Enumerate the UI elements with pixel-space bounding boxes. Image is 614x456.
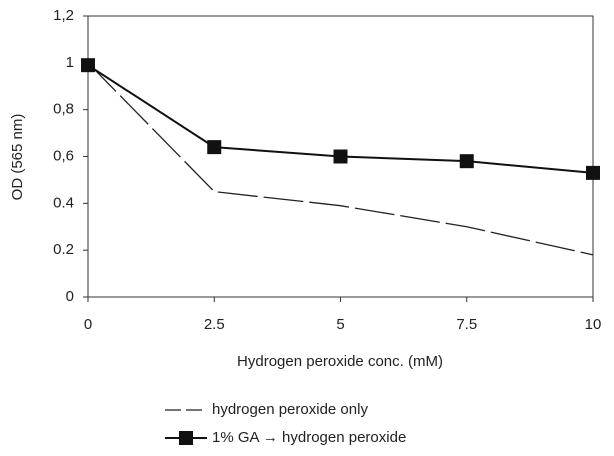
point-marker xyxy=(333,149,348,164)
series-line xyxy=(87,62,594,256)
y-tick-label: 0.2 xyxy=(53,241,74,258)
x-tick-label: 2.5 xyxy=(204,316,225,333)
y-tick-label: 0,8 xyxy=(53,101,74,118)
x-tick-label: 7.5 xyxy=(456,316,477,333)
x-tick-label: 10 xyxy=(585,316,602,333)
legend-marker xyxy=(179,431,193,445)
point-marker xyxy=(459,154,474,169)
y-tick-label: 1 xyxy=(66,54,74,71)
point-marker xyxy=(586,165,600,180)
legend-label: hydrogen peroxide only xyxy=(212,401,368,418)
y-tick-label: 1,2 xyxy=(53,7,74,24)
legend-label: 1% GA → hydrogen peroxide xyxy=(212,429,406,446)
y-tick-label: 0 xyxy=(66,288,74,305)
point-marker xyxy=(81,58,95,73)
y-tick-label: 0.4 xyxy=(53,194,74,211)
x-tick-label: 5 xyxy=(336,316,344,333)
y-tick-label: 0,6 xyxy=(53,147,74,164)
y-axis-label: OD (565 nm) xyxy=(9,114,26,201)
x-tick-label: 0 xyxy=(84,316,92,333)
point-marker xyxy=(207,140,222,155)
x-axis-label: Hydrogen peroxide conc. (mM) xyxy=(237,353,443,370)
